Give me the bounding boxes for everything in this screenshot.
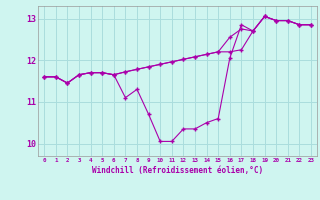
X-axis label: Windchill (Refroidissement éolien,°C): Windchill (Refroidissement éolien,°C) [92,166,263,175]
